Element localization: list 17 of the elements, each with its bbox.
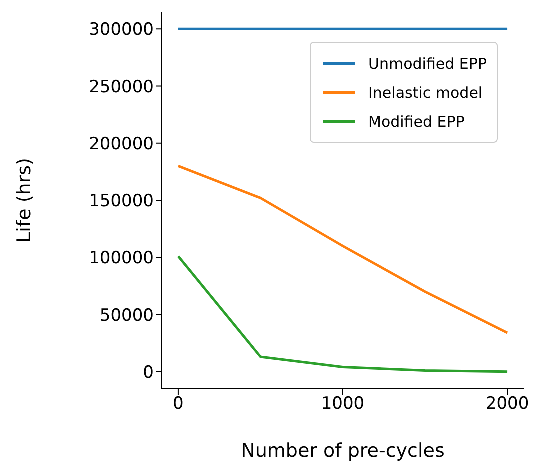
legend-label: Unmodified EPP xyxy=(368,54,487,72)
y-tick-label: 100000 xyxy=(89,248,154,269)
legend-label: Inelastic model xyxy=(368,84,483,102)
line-series xyxy=(177,164,509,334)
y-tick-label: 200000 xyxy=(89,134,154,154)
legend-label: Modified EPP xyxy=(368,112,465,130)
y-tick-label: 150000 xyxy=(89,192,154,212)
y-tick-label: 0 xyxy=(143,362,154,383)
x-tick-label: 0 xyxy=(173,394,184,414)
y-tick-label: 250000 xyxy=(89,77,154,98)
x-tick-label: 1000 xyxy=(321,394,365,414)
y-tick-label: 50000 xyxy=(100,306,154,326)
y-axis-title: Life (hrs) xyxy=(14,158,36,243)
y-tick-label: 300000 xyxy=(89,20,154,40)
x-axis-title: Number of pre-cycles xyxy=(241,440,445,462)
x-tick-label: 2000 xyxy=(486,394,530,414)
line-series xyxy=(177,255,509,374)
